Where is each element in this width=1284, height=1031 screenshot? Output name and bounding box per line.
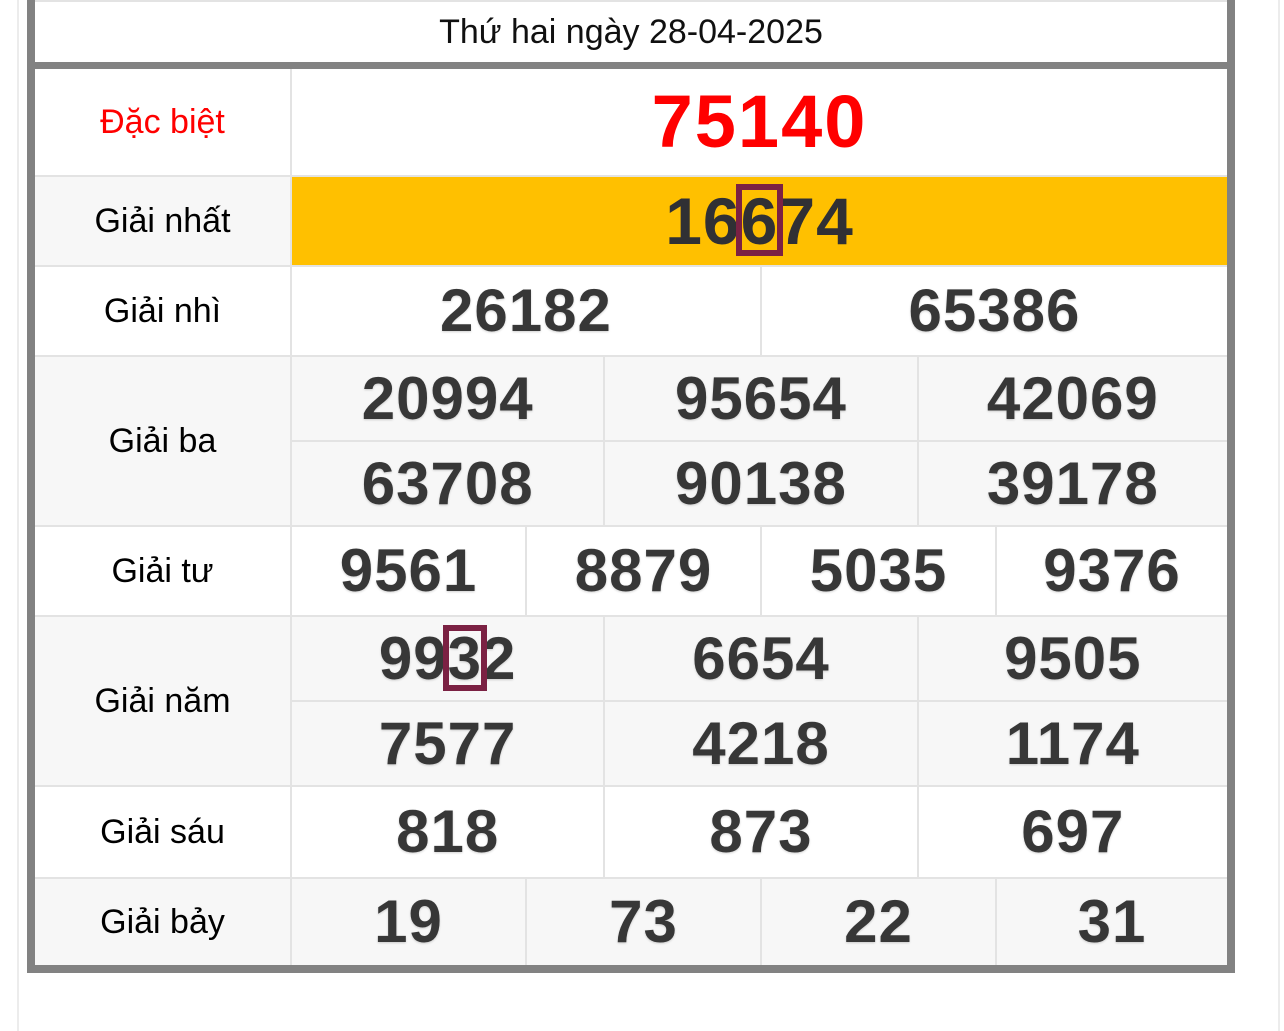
fifth-prize-row-2: 7577 4218 1174 <box>31 700 1233 787</box>
fifth-prize-boxed-digit: 3 <box>447 624 483 692</box>
label-fifth-prize: Giải năm <box>30 615 292 787</box>
first-prize-row: Giải nhất 16674 <box>30 175 1232 267</box>
date-header-row: Thứ hai ngày 28-04-2025 <box>30 0 1232 69</box>
fourth-prize-value: 9561 <box>290 525 527 617</box>
first-prize-boxed-digit: 6 <box>740 184 779 258</box>
label-sixth-prize: Giải sáu <box>30 785 292 879</box>
fifth-prize-value: 1174 <box>916 700 1233 787</box>
third-prize-value: 90138 <box>603 440 919 527</box>
digit-highlight-box: 6 <box>735 184 784 256</box>
seventh-prize-value: 73 <box>524 877 762 970</box>
fifth-prize-value: 9505 <box>916 615 1233 702</box>
fifth-prize-value: 6654 <box>603 615 919 702</box>
second-prize-row: Giải nhì 26182 65386 <box>30 265 1233 357</box>
third-prize-value: 42069 <box>916 355 1233 442</box>
fifth-prize-value: 7577 <box>289 700 606 787</box>
label-first-prize: Giải nhất <box>30 175 292 267</box>
second-prize-value: 65386 <box>759 265 1233 357</box>
date-title: Thứ hai ngày 28-04-2025 <box>30 0 1232 69</box>
lottery-results-table: Thứ hai ngày 28-04-2025 Đặc biệt 75140 G… <box>27 0 1235 973</box>
special-prize-value: 75140 <box>290 64 1232 177</box>
fifth-prize-value: 4218 <box>603 700 919 787</box>
label-third-prize: Giải ba <box>30 355 292 527</box>
sixth-prize-value: 873 <box>603 785 919 879</box>
fifth-prize-row-1: Giải năm 9932 6654 9505 <box>30 615 1233 787</box>
sixth-prize-value: 818 <box>289 785 606 879</box>
seventh-prize-value: 22 <box>759 877 997 970</box>
label-fourth-prize: Giải tư <box>30 525 292 617</box>
third-prize-value: 63708 <box>289 440 606 527</box>
third-prize-row-1: Giải ba 20994 95654 42069 <box>30 355 1233 527</box>
seventh-prize-value: 19 <box>290 877 527 970</box>
fifth-prize-suffix: 2 <box>482 624 517 692</box>
fourth-prize-value: 5035 <box>759 525 997 617</box>
label-second-prize: Giải nhì <box>30 265 292 357</box>
seventh-prize-value: 31 <box>994 877 1233 970</box>
fourth-prize-value: 8879 <box>524 525 762 617</box>
third-prize-value: 95654 <box>603 355 919 442</box>
third-prize-value: 20994 <box>289 355 606 442</box>
content-frame: Thứ hai ngày 28-04-2025 Đặc biệt 75140 G… <box>17 0 1280 1031</box>
third-prize-value: 39178 <box>916 440 1233 527</box>
first-prize-suffix: 74 <box>778 184 854 258</box>
sixth-prize-value: 697 <box>916 785 1233 879</box>
second-prize-value: 26182 <box>290 265 762 357</box>
fifth-prize-prefix: 99 <box>378 624 448 692</box>
fourth-prize-row: Giải tư 9561 8879 5035 9376 <box>30 525 1233 617</box>
label-special-prize: Đặc biệt <box>30 64 292 177</box>
fourth-prize-value: 9376 <box>994 525 1233 617</box>
first-prize-prefix: 16 <box>665 184 741 258</box>
sixth-prize-row: Giải sáu 818 873 697 <box>30 785 1233 879</box>
fifth-prize-value: 9932 <box>289 615 606 702</box>
label-seventh-prize: Giải bảy <box>30 877 292 970</box>
third-prize-row-2: 63708 90138 39178 <box>31 440 1233 527</box>
digit-highlight-box: 3 <box>442 624 488 691</box>
first-prize-value: 16674 <box>290 175 1232 267</box>
seventh-prize-row: Giải bảy 19 73 22 31 <box>30 877 1233 970</box>
special-prize-row: Đặc biệt 75140 <box>30 64 1232 177</box>
